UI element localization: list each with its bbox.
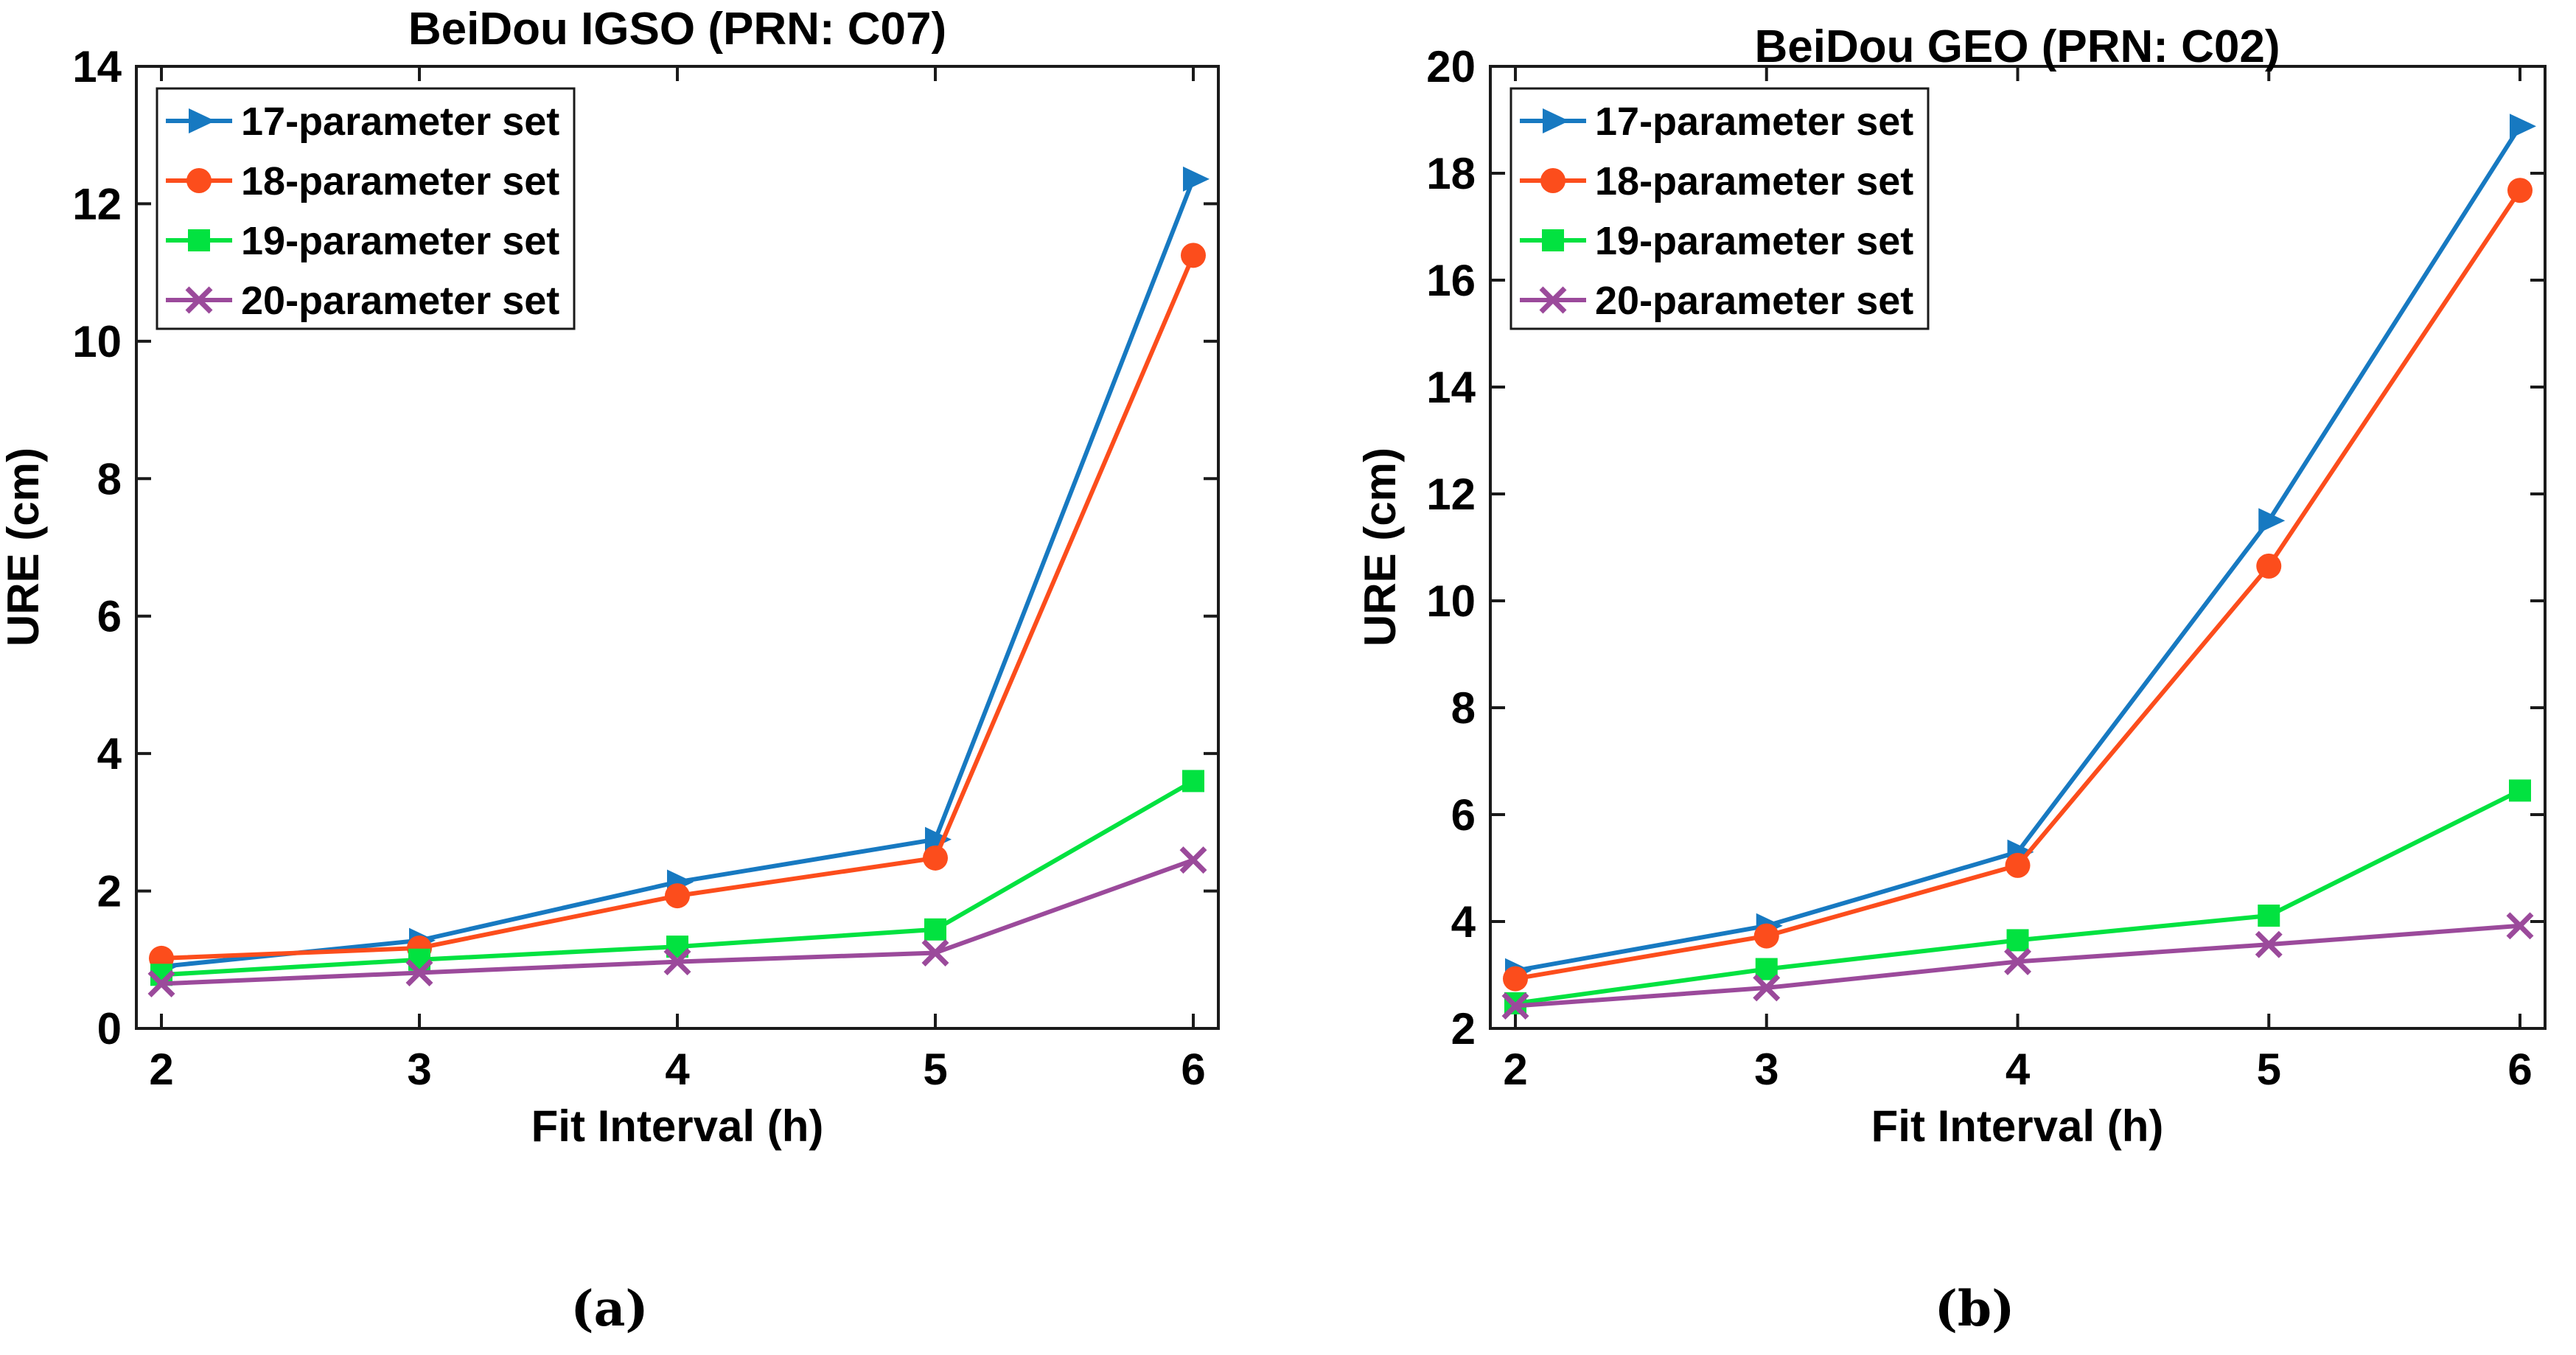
marker-x	[1501, 992, 1529, 1020]
legend-item-label: 19-parameter set	[1595, 219, 1913, 263]
marker-triangle-right	[2510, 114, 2536, 139]
marker-triangle-right	[925, 826, 952, 852]
legend-item-label: 20-parameter set	[241, 279, 559, 323]
marker-square	[2509, 779, 2531, 802]
marker-x	[405, 959, 433, 986]
marker-x	[663, 948, 691, 976]
legend-box	[156, 87, 576, 330]
legend-item-label: 17-parameter set	[241, 100, 559, 144]
y-tick-label: 6	[97, 592, 122, 641]
marker-square	[2258, 905, 2280, 927]
x-tick-label: 4	[665, 1045, 690, 1094]
y-tick-label: 6	[1451, 790, 1476, 840]
subfigure-caption-a: (a)	[570, 1280, 648, 1337]
y-tick-label: 0	[97, 1004, 122, 1053]
y-axis-label: URE (cm)	[0, 447, 48, 647]
y-tick-label: 14	[72, 42, 122, 91]
marker-triangle-right	[189, 108, 215, 133]
y-tick-label: 12	[72, 179, 122, 229]
marker-triangle-right	[1183, 166, 1210, 192]
x-tick-label: 3	[1754, 1045, 1779, 1094]
marker-circle	[923, 845, 948, 871]
x-tick-label: 2	[1503, 1045, 1527, 1094]
marker-square	[2006, 929, 2029, 952]
marker-x	[2255, 930, 2283, 958]
marker-circle	[665, 883, 690, 909]
marker-x	[2004, 947, 2031, 975]
legend-item-label: 17-parameter set	[1595, 100, 1913, 144]
plot-area-geo: 2 3 4 5 6 2 4 6 8 10 12 14 16 18 20 17-parameter set 18-…	[1426, 42, 2547, 1094]
subfigure-b: 2 3 4 5 6 2 4 6 8 10 12 14 16 18 20 17-parameter set 18-…	[1288, 0, 2576, 1351]
y-tick-label: 4	[1451, 897, 1476, 947]
marker-square	[1182, 770, 1204, 793]
y-tick-label: 8	[1451, 683, 1476, 733]
marker-x	[1753, 974, 1781, 1002]
y-tick-label: 10	[72, 317, 122, 366]
subfigure-caption-b: (b)	[1935, 1280, 2015, 1337]
y-tick-label: 14	[1426, 363, 1476, 412]
x-tick-label: 4	[2006, 1045, 2031, 1094]
x-axis-label: Fit Interval (h)	[531, 1101, 824, 1151]
marker-x	[185, 286, 213, 314]
y-tick-label: 16	[1426, 256, 1476, 305]
subfigure-a: 2 3 4 5 6 0 2 4 6 8 10 12 14 17-parameter set 18-param…	[0, 0, 1288, 1351]
legend-item-label: 18-parameter set	[1595, 159, 1913, 203]
legend-item-label: 18-parameter set	[241, 159, 559, 203]
y-tick-label: 20	[1426, 42, 1476, 91]
marker-x	[1179, 846, 1207, 874]
y-tick-label: 12	[1426, 470, 1476, 519]
y-axis-label: URE (cm)	[1355, 447, 1405, 647]
marker-circle	[1540, 168, 1566, 193]
marker-circle	[186, 168, 212, 193]
y-tick-label: 2	[1451, 1004, 1476, 1053]
y-tick-label: 18	[1426, 149, 1476, 198]
y-tick-label: 8	[97, 454, 122, 504]
x-tick-label: 5	[923, 1045, 947, 1094]
marker-triangle-right	[2258, 508, 2286, 534]
marker-x	[1539, 286, 1567, 314]
marker-triangle-right	[1543, 108, 1569, 133]
marker-x	[921, 938, 949, 966]
marker-x	[2506, 912, 2534, 940]
chart-geo-svg: 2 3 4 5 6 2 4 6 8 10 12 14 16 18 20 17-parameter set 18-…	[1355, 21, 2547, 1337]
marker-square	[188, 229, 210, 251]
marker-circle	[1753, 923, 1779, 949]
x-tick-label: 5	[2257, 1045, 2281, 1094]
y-tick-label: 4	[97, 729, 122, 778]
x-tick-label: 6	[2507, 1045, 2532, 1094]
marker-circle	[2005, 852, 2031, 878]
y-tick-label: 2	[97, 867, 122, 916]
marker-circle	[1503, 966, 1528, 992]
marker-x	[147, 969, 175, 997]
x-tick-label: 3	[407, 1045, 431, 1094]
x-tick-label: 2	[149, 1045, 173, 1094]
x-axis-label: Fit Interval (h)	[1871, 1101, 2164, 1151]
chart-title: BeiDou GEO (PRN: C02)	[1754, 21, 2280, 72]
chart-title: BeiDou IGSO (PRN: C07)	[408, 4, 946, 55]
marker-square	[1755, 958, 1778, 980]
x-tick-label: 6	[1181, 1045, 1205, 1094]
legend-item-label: 19-parameter set	[241, 219, 559, 263]
y-tick-label: 10	[1426, 577, 1476, 626]
marker-circle	[2256, 553, 2282, 579]
marker-square	[1542, 229, 1564, 251]
marker-square	[924, 918, 946, 941]
marker-circle	[1181, 243, 1206, 268]
legend-box	[1509, 87, 1930, 330]
marker-circle	[2507, 178, 2533, 203]
legend-item-label: 20-parameter set	[1595, 279, 1913, 323]
